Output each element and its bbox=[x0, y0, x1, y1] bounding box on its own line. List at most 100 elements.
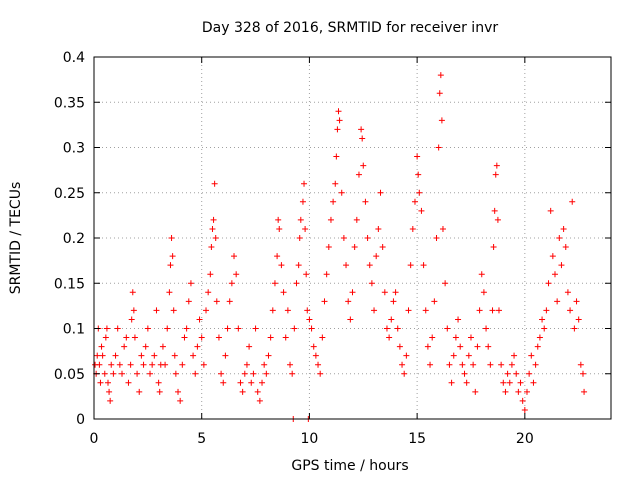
data-point bbox=[569, 198, 576, 205]
data-point bbox=[98, 343, 105, 350]
data-point bbox=[140, 361, 147, 368]
data-point bbox=[554, 298, 561, 305]
data-point bbox=[465, 352, 472, 359]
data-point bbox=[213, 298, 220, 305]
data-point bbox=[107, 397, 114, 404]
data-point bbox=[212, 235, 219, 241]
x-tick-label: 20 bbox=[516, 431, 534, 447]
data-point bbox=[403, 352, 410, 359]
data-point bbox=[215, 334, 222, 341]
data-point bbox=[336, 117, 343, 124]
data-point bbox=[439, 225, 446, 232]
data-point bbox=[306, 316, 313, 323]
data-point bbox=[144, 325, 151, 332]
data-point bbox=[338, 189, 345, 196]
data-point bbox=[547, 207, 554, 214]
data-point bbox=[500, 379, 507, 386]
data-point bbox=[349, 289, 356, 296]
data-point bbox=[327, 216, 334, 223]
data-point bbox=[556, 235, 563, 241]
data-point bbox=[541, 325, 548, 332]
data-point bbox=[399, 361, 406, 368]
data-point bbox=[250, 370, 257, 377]
data-point bbox=[492, 171, 499, 178]
data-point bbox=[495, 307, 502, 314]
data-point bbox=[222, 352, 229, 359]
data-point bbox=[166, 289, 173, 296]
data-point bbox=[418, 207, 425, 214]
data-point bbox=[411, 198, 418, 205]
data-point bbox=[226, 298, 233, 305]
data-point bbox=[334, 126, 341, 133]
data-point bbox=[239, 388, 246, 395]
data-point bbox=[194, 343, 201, 350]
data-point bbox=[181, 334, 188, 341]
data-point bbox=[362, 198, 369, 205]
data-point bbox=[190, 352, 197, 359]
data-point bbox=[358, 126, 365, 133]
data-point bbox=[291, 325, 298, 332]
data-point bbox=[577, 361, 584, 368]
x-tick-label: 5 bbox=[197, 431, 206, 447]
data-point bbox=[424, 343, 431, 350]
data-point bbox=[381, 289, 388, 296]
data-point bbox=[489, 307, 496, 314]
data-point bbox=[106, 388, 113, 395]
data-point bbox=[233, 271, 240, 278]
data-point bbox=[125, 379, 132, 386]
data-point bbox=[560, 225, 567, 232]
data-point bbox=[265, 352, 272, 359]
data-point bbox=[539, 316, 546, 323]
data-point bbox=[312, 352, 319, 359]
data-point bbox=[228, 280, 235, 287]
data-point bbox=[261, 361, 268, 368]
data-point bbox=[353, 216, 360, 223]
data-point bbox=[543, 307, 550, 314]
data-point bbox=[330, 198, 337, 205]
data-point bbox=[386, 334, 393, 341]
data-point bbox=[551, 271, 558, 278]
data-point bbox=[558, 262, 565, 269]
data-point bbox=[392, 289, 399, 296]
data-point bbox=[129, 289, 136, 296]
data-point bbox=[136, 388, 143, 395]
data-point bbox=[476, 307, 483, 314]
data-point bbox=[409, 225, 416, 232]
data-point bbox=[302, 225, 309, 232]
data-point bbox=[480, 289, 487, 296]
data-point bbox=[209, 225, 216, 232]
data-point bbox=[390, 298, 397, 305]
data-point bbox=[102, 334, 109, 341]
x-axis-label: GPS time / hours bbox=[291, 458, 408, 474]
data-point bbox=[567, 307, 574, 314]
data-point bbox=[405, 307, 412, 314]
data-point bbox=[293, 280, 300, 287]
data-point bbox=[461, 370, 468, 377]
data-point bbox=[207, 271, 214, 278]
data-point bbox=[267, 334, 274, 341]
data-point bbox=[513, 370, 520, 377]
data-point bbox=[218, 370, 225, 377]
data-point bbox=[172, 370, 179, 377]
data-point bbox=[373, 253, 380, 260]
data-point bbox=[562, 244, 569, 251]
x-tick-label: 10 bbox=[301, 431, 319, 447]
data-point bbox=[159, 343, 166, 350]
data-point bbox=[523, 388, 530, 395]
plot-frame bbox=[93, 56, 612, 420]
data-point bbox=[438, 117, 445, 124]
data-point bbox=[463, 379, 470, 386]
data-point bbox=[128, 316, 135, 323]
data-point bbox=[162, 361, 169, 368]
data-point bbox=[121, 343, 128, 350]
data-point bbox=[164, 325, 171, 332]
data-point bbox=[278, 262, 285, 269]
data-point bbox=[485, 343, 492, 350]
data-point bbox=[528, 352, 535, 359]
data-point bbox=[452, 334, 459, 341]
data-point bbox=[295, 262, 302, 269]
data-point bbox=[110, 370, 117, 377]
y-tick-label: 0 bbox=[76, 412, 85, 428]
data-point bbox=[455, 316, 462, 323]
